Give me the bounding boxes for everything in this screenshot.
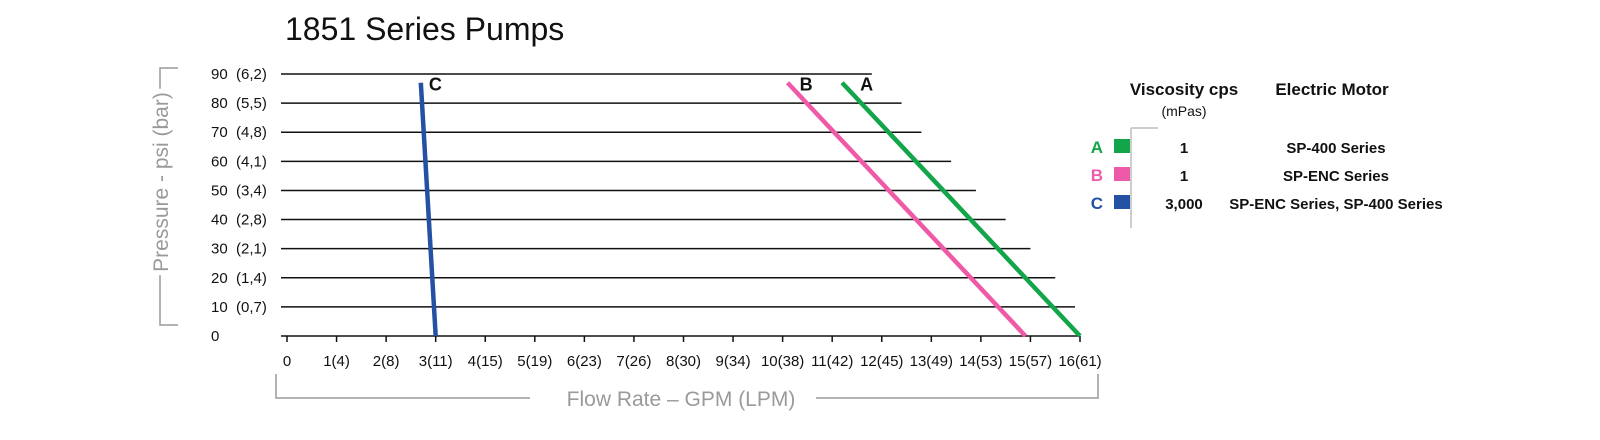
legend-row-c: C 3,000 SP-ENC Series, SP-400 Series: [1091, 194, 1443, 213]
legend-row-b: B 1 SP-ENC Series: [1091, 166, 1389, 185]
x-axis-title: Flow Rate – GPM (LPM): [567, 388, 796, 411]
legend-viscosity-value: 1: [1180, 168, 1188, 185]
y-axis: 0 10 (0,7) 20 (1,4) 30 (2,1) 40 (2,8) 50 (3,4…: [211, 66, 267, 345]
legend-header-viscosity-unit: (mPas): [1161, 103, 1206, 119]
legend-letter: B: [1091, 166, 1103, 185]
chart-title: 1851 Series Pumps: [285, 11, 564, 47]
x-tick-label: 9(34): [716, 353, 751, 370]
legend-row-a: A 1 SP-400 Series: [1091, 138, 1386, 157]
x-tick-label: 16(61): [1058, 353, 1101, 370]
y-axis-title-group: Pressure - psi (bar): [145, 67, 178, 326]
curve-label-a: A: [860, 75, 873, 95]
x-tick-label: 12(45): [860, 353, 903, 370]
y-tick-label: 80 (5,5): [211, 95, 267, 112]
x-axis-bracket-left: [275, 374, 530, 399]
y-tick-label: 10 (0,7): [211, 299, 267, 316]
series-group: [418, 81, 1082, 338]
y-axis-title: Pressure - psi (bar): [150, 92, 173, 272]
y-tick-label: 30 (2,1): [211, 241, 267, 258]
curve-label-c: C: [429, 75, 442, 95]
x-tick-label: 2(8): [373, 353, 400, 370]
x-axis: 0 1(4) 2(8) 3(11) 4(15) 5(19) 6(23) 7(26) 8(30) 9…: [283, 353, 1102, 370]
x-tick-label: 4(15): [468, 353, 503, 370]
grid-lines: [281, 73, 1081, 342]
y-tick-label: 0: [211, 328, 219, 345]
x-tick-label: 5(19): [517, 353, 552, 370]
x-tick-label: 7(26): [616, 353, 651, 370]
x-tick-label: 15(57): [1009, 353, 1052, 370]
x-tick-label: 8(30): [666, 353, 701, 370]
legend-swatch: [1114, 167, 1130, 181]
y-tick-label: 40 (2,8): [211, 212, 267, 229]
x-tick-label: 6(23): [567, 353, 602, 370]
legend-motor-value: SP-ENC Series: [1283, 168, 1389, 185]
x-tick-label: 11(42): [811, 353, 853, 370]
y-axis-bracket: [159, 67, 178, 326]
curve-label-b: B: [800, 75, 813, 95]
curve-labels: A B C: [429, 75, 873, 95]
legend-viscosity-value: 3,000: [1165, 196, 1203, 213]
y-tick-label: 20 (1,4): [211, 270, 267, 287]
legend-letter: C: [1091, 194, 1103, 213]
x-tick-label: 3(11): [419, 353, 453, 370]
legend-swatch: [1114, 139, 1130, 153]
series-line-a: [840, 81, 1082, 338]
x-axis-title-group: Flow Rate – GPM (LPM): [275, 374, 1099, 411]
legend-header-motor: Electric Motor: [1275, 80, 1389, 99]
legend-motor-value: SP-ENC Series, SP-400 Series: [1229, 196, 1442, 213]
x-tick-label: 13(49): [910, 353, 953, 370]
x-axis-bracket-right: [816, 374, 1099, 399]
legend-viscosity-value: 1: [1180, 140, 1188, 157]
legend-motor-value: SP-400 Series: [1286, 140, 1385, 157]
series-line-c: [418, 82, 438, 337]
y-tick-label: 50 (3,4): [211, 182, 267, 199]
legend-swatch: [1114, 195, 1130, 209]
x-tick-label: 0: [283, 353, 291, 370]
x-tick-label: 14(53): [959, 353, 1002, 370]
series-line-b: [785, 81, 1028, 338]
legend: Viscosity cps (mPas) Electric Motor A 1 SP…: [1091, 80, 1443, 228]
y-tick-label: 60 (4,1): [211, 153, 267, 170]
legend-rows: A 1 SP-400 Series B 1 SP-ENC Series C 3,000 SP-E…: [1091, 138, 1443, 213]
legend-header-viscosity: Viscosity cps: [1130, 80, 1238, 99]
y-tick-label: 70 (4,8): [211, 124, 267, 141]
legend-letter: A: [1091, 138, 1103, 157]
y-tick-label: 90 (6,2): [211, 66, 267, 83]
x-tick-label: 1(4): [323, 353, 350, 370]
x-tick-label: 10(38): [761, 353, 804, 370]
